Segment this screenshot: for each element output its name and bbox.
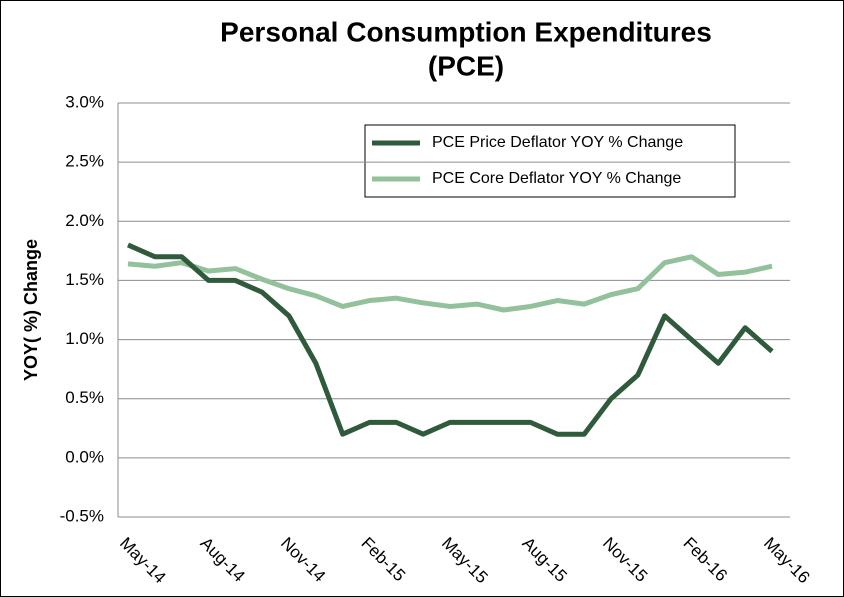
legend-label: PCE Price Deflator YOY % Change (432, 134, 683, 151)
y-tick-label: 3.0% (65, 92, 104, 111)
y-tick-label: 0.0% (65, 447, 104, 466)
y-axis-label: YOY( %) Change (21, 239, 41, 381)
series-line (126, 242, 774, 437)
chart-title: Personal Consumption Expenditures (220, 16, 712, 47)
series-line (127, 254, 773, 313)
y-tick-label: 2.5% (65, 152, 104, 171)
legend-box (364, 124, 736, 198)
y-tick-label: 1.5% (65, 270, 104, 289)
y-tick-label: 2.0% (65, 211, 104, 230)
y-tick-label: 0.5% (65, 388, 104, 407)
y-tick-label: -0.5% (60, 506, 104, 525)
chart-title: (PCE) (428, 50, 504, 81)
legend-label: PCE Core Deflator YOY % Change (432, 170, 681, 187)
y-tick-label: 1.0% (65, 329, 104, 348)
